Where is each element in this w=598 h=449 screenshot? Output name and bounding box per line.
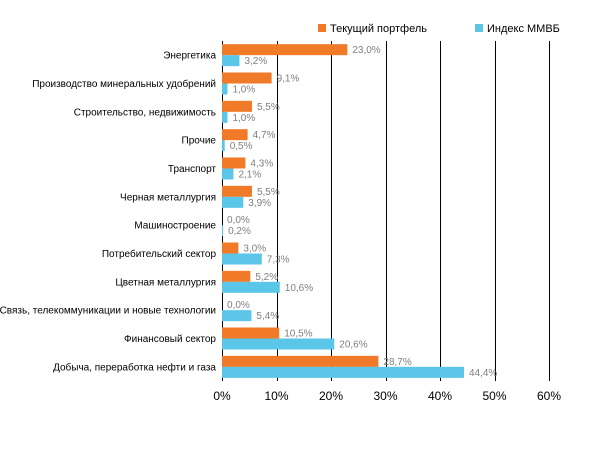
legend-swatch-index — [475, 24, 483, 32]
data-label: 20,6% — [339, 340, 367, 351]
data-label: 0,0% — [227, 215, 250, 226]
bar-index — [222, 338, 335, 350]
data-label: 0,0% — [227, 300, 250, 311]
data-label: 44,4% — [469, 368, 497, 379]
data-label: 10,5% — [284, 329, 312, 340]
bar-index — [222, 83, 228, 95]
category-label: Связь, телекоммуникации и новые технолог… — [0, 306, 216, 317]
bar-portfolio — [222, 242, 239, 254]
data-label: 3,0% — [243, 244, 266, 255]
legend: Текущий портфель Индекс ММВБ — [318, 23, 560, 35]
bar-portfolio — [222, 100, 252, 112]
category-label: Финансовый сектор — [124, 334, 216, 345]
bar-portfolio — [222, 270, 251, 282]
bar-portfolio — [222, 44, 348, 56]
x-tick-label: 10% — [264, 389, 288, 403]
x-tick-labels: 0% 10% 20% 30% 40% 50% 60% — [213, 389, 561, 403]
data-label: 9,1% — [277, 74, 300, 85]
x-tick-label: 20% — [319, 389, 343, 403]
bar-portfolio — [222, 185, 252, 197]
data-label: 10,6% — [285, 283, 313, 294]
gridlines — [222, 41, 550, 381]
bar-portfolio — [222, 157, 246, 169]
data-label: 3,2% — [244, 56, 267, 67]
category-label: Транспорт — [168, 164, 217, 175]
bar-index — [222, 281, 280, 293]
bar-portfolio — [222, 355, 379, 367]
data-label: 4,3% — [250, 159, 273, 170]
data-label: 4,7% — [253, 130, 276, 141]
category-label: Энергетика — [163, 51, 216, 62]
category-label: Строительство, недвижимость — [74, 107, 216, 118]
bar-index — [222, 140, 225, 152]
data-label: 5,2% — [255, 272, 278, 283]
bars — [222, 44, 464, 378]
data-label: 2,1% — [238, 170, 261, 181]
data-label: 1,0% — [232, 113, 255, 124]
data-label: 1,0% — [232, 85, 255, 96]
x-tick-label: 60% — [537, 389, 561, 403]
bar-portfolio — [222, 72, 272, 84]
x-tick-label: 0% — [213, 389, 231, 403]
bar-index — [222, 225, 224, 237]
bar-index — [222, 366, 464, 378]
data-label: 23,0% — [352, 45, 380, 56]
legend-label-portfolio: Текущий портфель — [330, 23, 427, 35]
bar-index — [222, 253, 262, 265]
value-labels: 23,0%3,2%9,1%1,0%5,5%1,0%4,7%0,5%4,3%2,1… — [227, 45, 497, 379]
bar-index — [222, 111, 228, 123]
data-label: 5,4% — [256, 311, 279, 322]
category-label: Потребительский сектор — [102, 248, 217, 260]
category-label: Черная металлургия — [120, 192, 216, 203]
x-tick-label: 30% — [373, 389, 397, 403]
data-label: 0,2% — [228, 226, 251, 237]
legend-label-index: Индекс ММВБ — [487, 23, 560, 35]
category-label: Цветная металлургия — [115, 277, 216, 288]
bar-portfolio — [222, 327, 280, 339]
category-label: Прочие — [182, 136, 217, 147]
bar-index — [222, 168, 234, 180]
data-label: 5,5% — [257, 102, 280, 113]
category-labels: Энергетика Производство минеральных удобр… — [0, 51, 216, 374]
x-tick-label: 40% — [428, 389, 452, 403]
data-label: 7,3% — [267, 255, 290, 266]
data-label: 28,7% — [383, 357, 411, 368]
bar-index — [222, 55, 240, 67]
data-label: 0,5% — [230, 141, 253, 152]
category-label: Добыча, переработка нефти и газа — [53, 361, 216, 373]
bar-portfolio — [222, 129, 248, 141]
legend-swatch-portfolio — [318, 24, 326, 32]
x-tick-label: 50% — [482, 389, 506, 403]
data-label: 3,9% — [248, 198, 271, 209]
bar-index — [222, 310, 252, 322]
category-label: Производство минеральных удобрений — [32, 78, 216, 90]
category-label: Машиностроение — [134, 221, 216, 232]
bar-index — [222, 196, 244, 208]
data-label: 5,5% — [257, 187, 280, 198]
